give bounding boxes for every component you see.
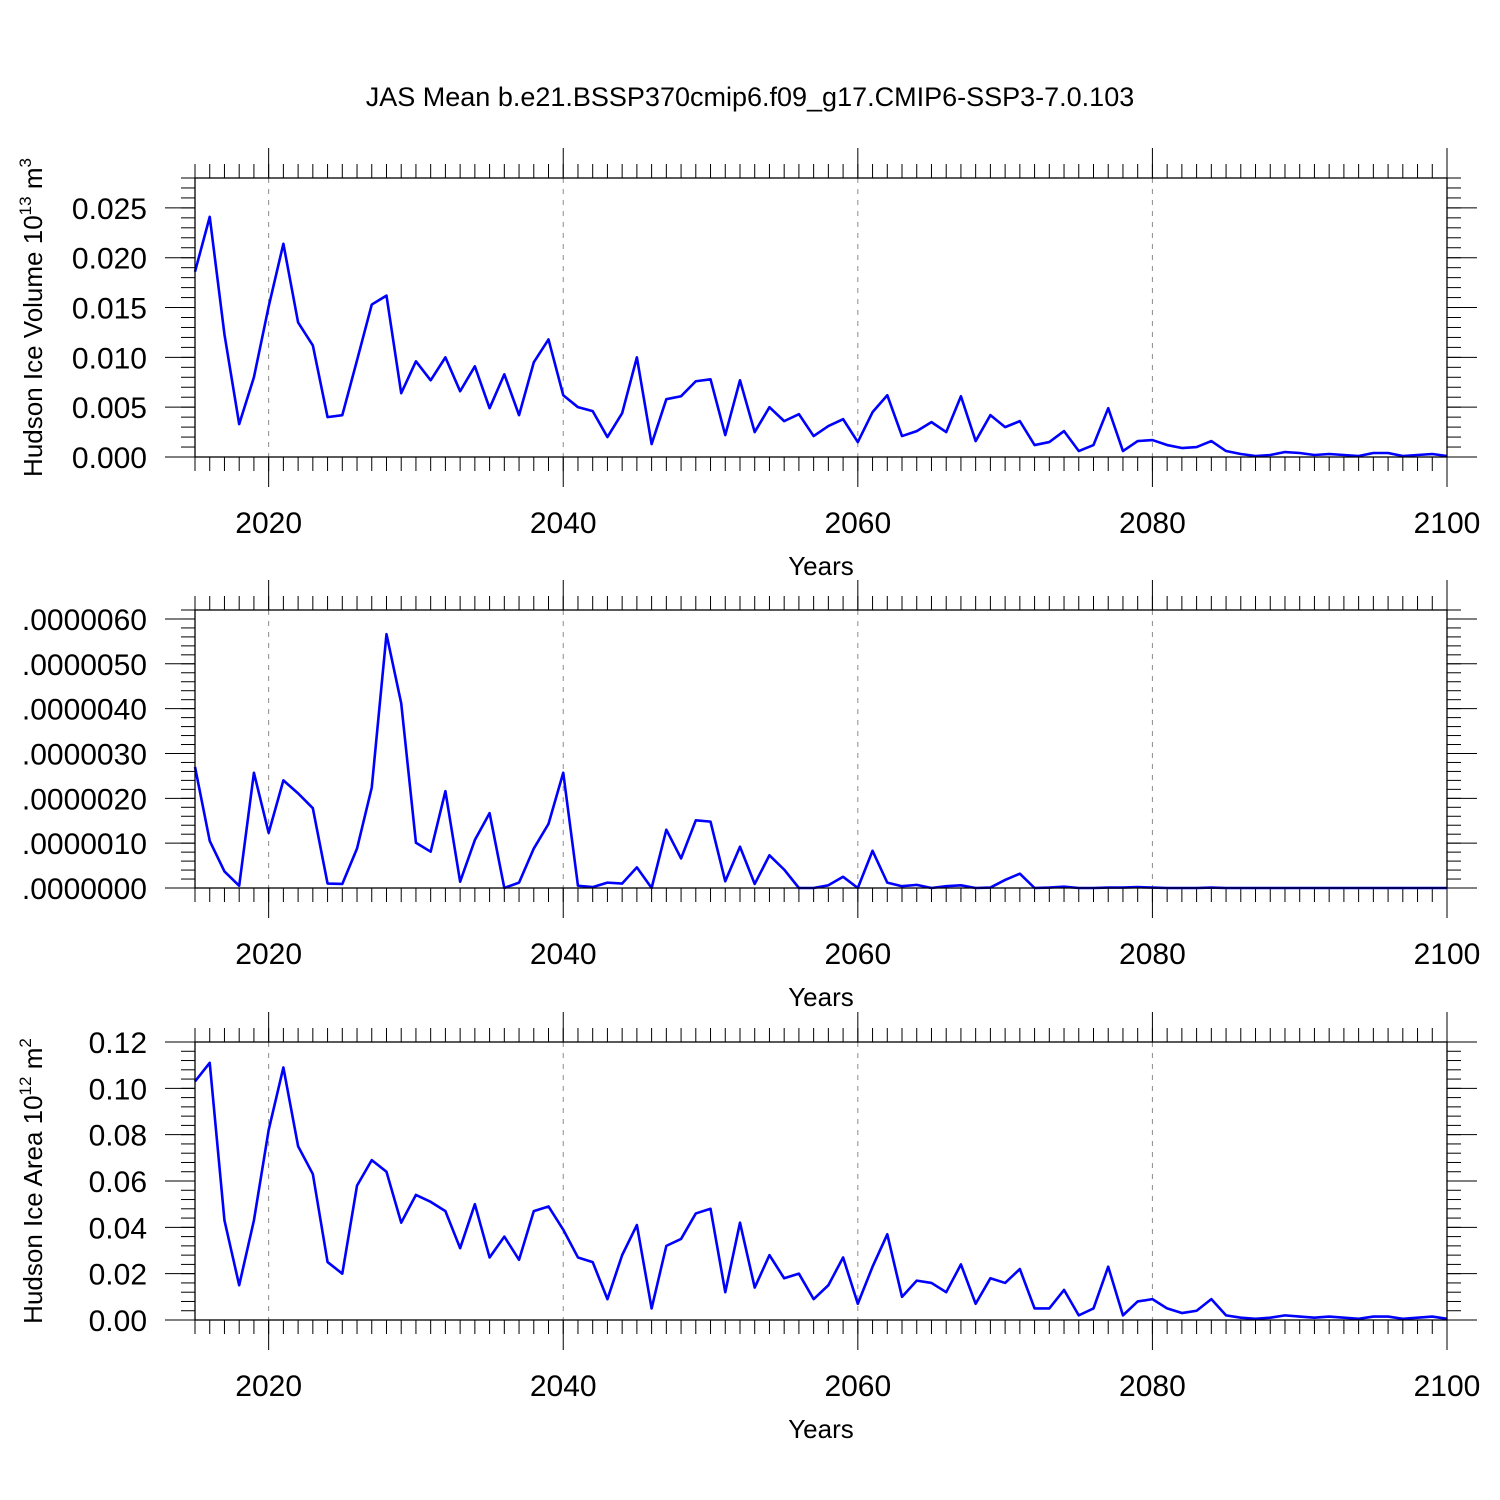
y-tick-label: 0.010 bbox=[72, 342, 147, 375]
y-tick-label: 0.08 bbox=[89, 1120, 147, 1153]
x-tick-label: 2040 bbox=[530, 938, 597, 971]
y-tick-label: .0000040 bbox=[22, 694, 147, 727]
x-tick-label: 2040 bbox=[530, 507, 597, 540]
y-tick-label: .0000050 bbox=[22, 649, 147, 682]
y-axis-label-exponent: 13 bbox=[16, 196, 35, 215]
plot-frame bbox=[194, 177, 1448, 458]
chart-title: JAS Mean b.e21.BSSP370cmip6.f09_g17.CMIP… bbox=[366, 82, 1134, 112]
data-line bbox=[193, 215, 1448, 458]
y-tick-label: 0.025 bbox=[72, 193, 147, 226]
y-tick-label: .0000020 bbox=[22, 783, 147, 816]
x-tick-label: 2080 bbox=[1119, 938, 1186, 971]
y-tick-label: .0000030 bbox=[22, 738, 147, 771]
y-tick-label: 0.020 bbox=[72, 243, 147, 276]
x-axis-label: Years bbox=[788, 551, 854, 581]
x-axis-label: Years bbox=[788, 982, 854, 1012]
x-axis-label: Years bbox=[788, 1414, 854, 1444]
y-tick-label: 0.00 bbox=[89, 1305, 147, 1338]
y-axis-label-unit-exponent: 3 bbox=[16, 158, 35, 167]
y-tick-label: 0.000 bbox=[72, 442, 147, 475]
data-line bbox=[193, 632, 1447, 890]
x-tick-label: 2100 bbox=[1414, 938, 1481, 971]
y-tick-label: 0.12 bbox=[89, 1027, 147, 1060]
y-axis-label-unit-exponent: 2 bbox=[16, 1038, 35, 1047]
panels-group: 2020 2040 2060 2080 2100 0.000 0.005 0.010 0.015… bbox=[16, 148, 1480, 1444]
y-axis-label: Hudson Ice Area 1012 m2 bbox=[16, 1038, 48, 1324]
y-axis-label-exponent: 12 bbox=[16, 1077, 35, 1096]
y-axis-label-unit: m bbox=[18, 168, 48, 197]
y-tick-label: .0000010 bbox=[22, 828, 147, 861]
x-tick-label: 2040 bbox=[530, 1370, 597, 1403]
y-tick-label: 0.02 bbox=[89, 1259, 147, 1292]
x-tick-label: 2060 bbox=[824, 938, 891, 971]
y-tick-label: 0.015 bbox=[72, 293, 147, 326]
plot-frame bbox=[194, 1041, 1448, 1321]
panel-1: 2020 2040 2060 2080 2100 0.000 0.005 0.010 0.015… bbox=[16, 148, 1480, 581]
y-axis-label-unit: m bbox=[18, 1048, 48, 1077]
y-axis-label: Hudson Ice Volume 1013 m3 bbox=[16, 158, 48, 477]
y-tick-label: 0.005 bbox=[72, 392, 147, 425]
panel-2: 2020 2040 2060 2080 2100 .0000000 .0000010 .000… bbox=[22, 580, 1481, 1012]
x-tick-label: 2100 bbox=[1414, 507, 1481, 540]
x-tick-label: 2060 bbox=[824, 1370, 891, 1403]
x-tick-label: 2060 bbox=[824, 507, 891, 540]
y-tick-label: .0000000 bbox=[22, 873, 147, 906]
x-tick-label: 2020 bbox=[235, 507, 302, 540]
x-tick-label: 2080 bbox=[1119, 507, 1186, 540]
y-tick-label: 0.04 bbox=[89, 1212, 147, 1245]
x-tick-label: 2020 bbox=[235, 1370, 302, 1403]
y-axis-label-text: Hudson Ice Area 10 bbox=[18, 1095, 48, 1323]
x-tick-label: 2020 bbox=[235, 938, 302, 971]
y-axis-label-text: Hudson Ice Volume 10 bbox=[18, 215, 48, 477]
y-tick-label: .0000060 bbox=[22, 604, 147, 637]
panel-3: 2020 2040 2060 2080 2100 0.00 0.02 0.04 0.06 0.08… bbox=[16, 1012, 1480, 1444]
data-line bbox=[193, 1061, 1448, 1321]
x-tick-label: 2100 bbox=[1414, 1370, 1481, 1403]
plot-frame bbox=[194, 609, 1448, 889]
y-tick-label: 0.06 bbox=[89, 1166, 147, 1199]
x-tick-label: 2080 bbox=[1119, 1370, 1186, 1403]
y-tick-label: 0.10 bbox=[89, 1073, 147, 1106]
